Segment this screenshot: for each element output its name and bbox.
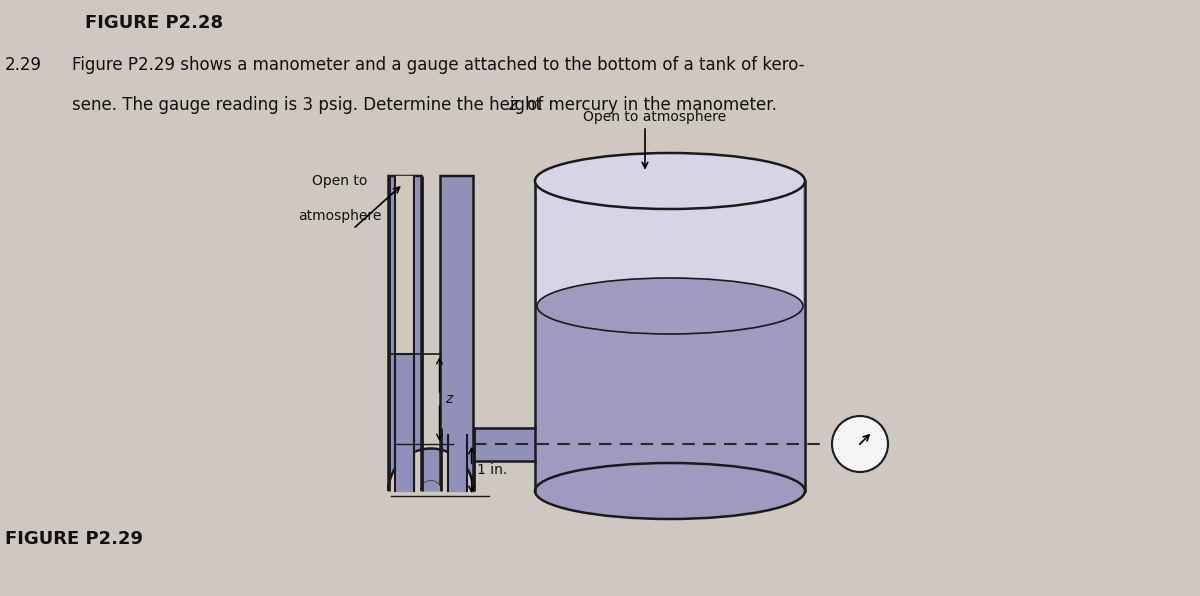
- Text: sene. The gauge reading is 3 psig. Determine the height: sene. The gauge reading is 3 psig. Deter…: [72, 96, 547, 114]
- Ellipse shape: [538, 278, 803, 334]
- Text: z: z: [508, 96, 517, 114]
- Bar: [535, 181, 805, 491]
- Text: Open to atmosphere: Open to atmosphere: [583, 110, 726, 124]
- Text: FIGURE P2.28: FIGURE P2.28: [85, 14, 223, 32]
- Text: 1 in.: 1 in.: [478, 463, 508, 477]
- Bar: [536, 181, 803, 306]
- Text: FIGURE P2.29: FIGURE P2.29: [5, 530, 143, 548]
- Ellipse shape: [535, 153, 805, 209]
- Polygon shape: [389, 176, 474, 491]
- Text: 2.29: 2.29: [5, 56, 42, 74]
- Ellipse shape: [535, 463, 805, 519]
- Text: Figure P2.29 shows a manometer and a gauge attached to the bottom of a tank of k: Figure P2.29 shows a manometer and a gau…: [72, 56, 804, 74]
- Text: Open to: Open to: [312, 174, 367, 188]
- Text: of mercury in the manometer.: of mercury in the manometer.: [522, 96, 776, 114]
- Text: z: z: [445, 392, 452, 406]
- Circle shape: [832, 416, 888, 472]
- Polygon shape: [421, 482, 440, 491]
- Text: atmosphere: atmosphere: [299, 209, 382, 223]
